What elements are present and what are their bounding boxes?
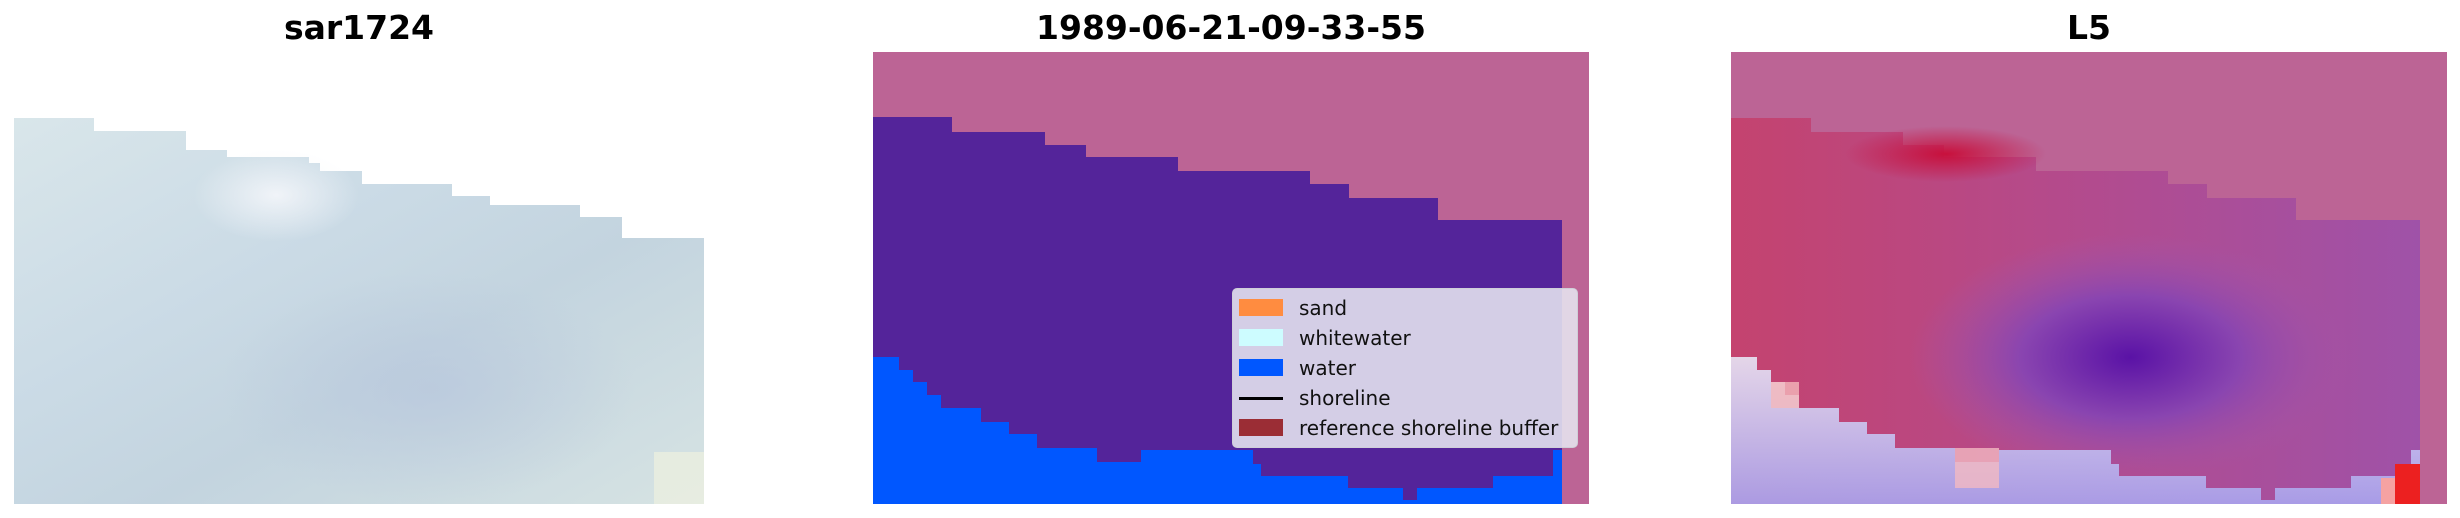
classified-image	[873, 52, 1589, 504]
legend-label-whitewater: whitewater	[1299, 326, 1411, 350]
legend-item-whitewater: whitewater	[1233, 323, 1577, 353]
legend-label-shoreline: shoreline	[1299, 386, 1391, 410]
index-image-canvas	[1731, 52, 2447, 504]
legend-swatch-whitewater	[1239, 329, 1283, 346]
classified-image-canvas	[873, 52, 1589, 504]
legend-swatch-reference-buffer	[1239, 419, 1283, 436]
panel-title-index: L5	[2067, 8, 2111, 47]
legend-swatch-sand	[1239, 299, 1283, 316]
panel-title-classified: 1989-06-21-09-33-55	[1036, 8, 1426, 47]
legend: sand whitewater water shoreline referenc…	[1232, 288, 1578, 448]
rgb-image	[14, 52, 704, 504]
legend-label-sand: sand	[1299, 296, 1348, 320]
legend-label-reference-buffer: reference shoreline buffer	[1299, 416, 1559, 440]
legend-item-sand: sand	[1233, 293, 1577, 323]
legend-item-water: water	[1233, 353, 1577, 383]
rgb-image-canvas	[14, 118, 704, 504]
panel-title-rgb: sar1724	[283, 8, 435, 47]
legend-item-reference-buffer: reference shoreline buffer	[1233, 413, 1577, 443]
legend-line-shoreline	[1239, 397, 1283, 400]
index-image	[1731, 52, 2447, 504]
legend-swatch-water	[1239, 359, 1283, 376]
legend-label-water: water	[1299, 356, 1356, 380]
legend-item-shoreline: shoreline	[1233, 383, 1577, 413]
